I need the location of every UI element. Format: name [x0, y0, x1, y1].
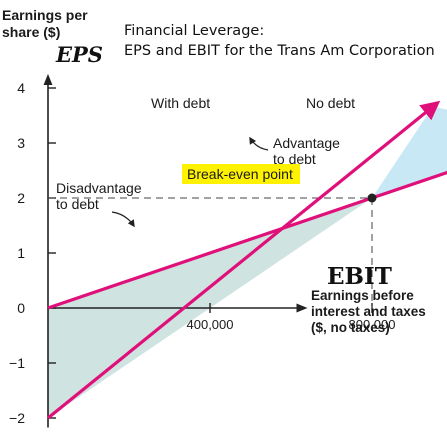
x-tick-label: 800,000 — [349, 317, 396, 332]
break-even-point — [367, 193, 377, 203]
y-tick-label: 2 — [17, 190, 25, 206]
with-debt-line — [46, 100, 441, 420]
x-axis-handwritten-label: EBIT — [327, 263, 392, 290]
y-axis-handwritten-label: EPS — [55, 42, 103, 67]
x-axis-label-line2: interest and taxes — [311, 304, 426, 319]
y-tick-label: 3 — [17, 135, 25, 151]
series-label-with-debt: With debt — [151, 95, 210, 111]
advantage-pointer — [249, 136, 269, 151]
y-tick-label: −1 — [9, 355, 25, 371]
advantage-label-line1: Advantage — [273, 135, 340, 151]
break-even-highlight — [182, 164, 300, 184]
x-tick-label: 400,000 — [187, 317, 234, 332]
y-tick-label: 1 — [17, 245, 25, 261]
disadvantage-label-line2: to debt — [56, 196, 99, 212]
break-even-label: Break-even point — [187, 166, 293, 182]
disadvantage-label-line1: Disadvantage — [56, 180, 142, 196]
chart-title-line1: Financial Leverage: — [124, 23, 264, 39]
x-axis-label-line1: Earnings before — [311, 288, 414, 303]
chart-title-line2: EPS and EBIT for the Trans Am Corporatio… — [124, 43, 435, 59]
y-axis-label-line1: Earnings per — [2, 7, 88, 23]
advantage-label-line2: to debt — [273, 151, 316, 167]
series-label-no-debt: No debt — [306, 95, 355, 111]
disadvantage-pointer — [111, 211, 135, 228]
y-axis-label-line2: share ($) — [2, 24, 60, 40]
advantage-area — [372, 106, 447, 198]
x-axis-label-line3: ($, no taxes) — [311, 320, 390, 335]
y-tick-label: 0 — [17, 300, 25, 316]
no-debt-line — [47, 170, 447, 310]
y-tick-label: 4 — [17, 80, 25, 96]
y-tick-label: −2 — [9, 410, 25, 426]
